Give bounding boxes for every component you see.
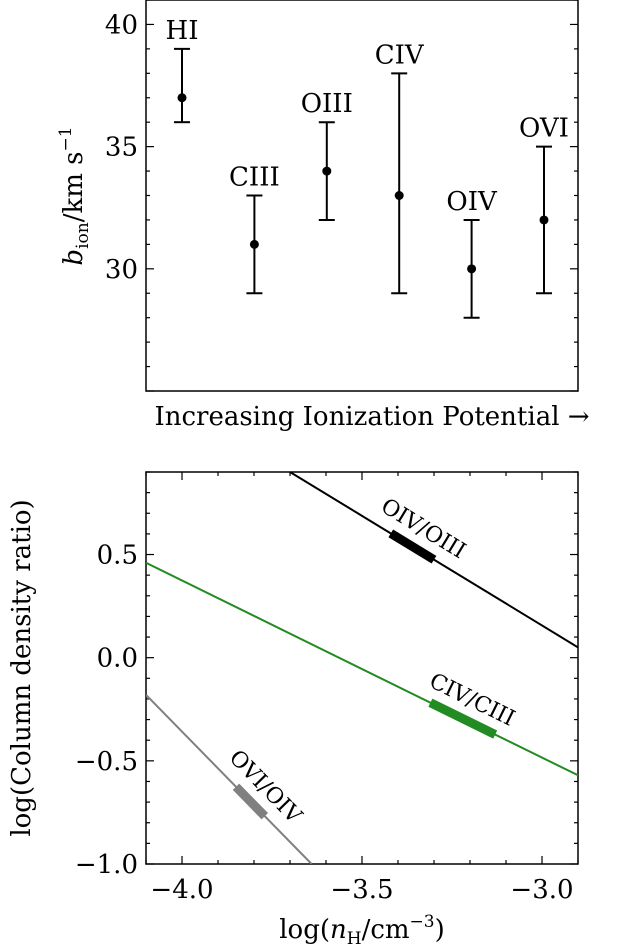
data-point-OIII [322, 166, 332, 176]
top-tick-marks [146, 0, 578, 392]
ion-label-HI: HI [166, 16, 199, 46]
series-line-ovi-oiv [146, 694, 313, 864]
bottom-tick-marks [145, 471, 579, 865]
data-point-OIV [467, 264, 477, 274]
bottom-y-tick-labels: −1.0 −0.5 0.0 0.5 [75, 541, 138, 880]
top-y-axis-label: bion/km s−1 [56, 126, 93, 265]
ion-label-CIII: CIII [229, 163, 280, 193]
bottom-x-tick-labels: −4.0 −3.5 −3.0 [150, 875, 573, 905]
bottom-x-tick-label: −4.0 [150, 875, 213, 905]
top-x-axis-label: Increasing Ionization Potential → [154, 402, 589, 432]
ion-label-OIII: OIII [301, 89, 353, 119]
bottom-x-tick-label: −3.5 [330, 875, 393, 905]
top-y-tick-label: 40 [105, 10, 138, 40]
bottom-y-tick-label: −0.5 [75, 747, 138, 777]
bottom-y-tick-label: 0.5 [97, 541, 138, 571]
series-line-civ-ciii [146, 561, 578, 777]
bottom-panel: −1.0 −0.5 0.0 0.5 −4.0 −3.5 −3.0 OIV/OIIICIV/… [7, 471, 579, 949]
ion-label-CIV: CIV [375, 40, 425, 70]
bottom-y-tick-label: −1.0 [75, 850, 138, 880]
top-error-bars: HI CIII OIII CIV OIV OVI [166, 16, 569, 319]
top-panel: 30 35 40 HI CIII OIII CIV OIV OVI Increasing Io… [56, 0, 590, 432]
top-y-tick-labels: 30 35 40 [105, 10, 138, 284]
ion-label-OVI: OVI [519, 114, 569, 144]
bottom-x-axis-label: log(nH/cm−3) [279, 912, 445, 949]
bottom-series-lines [146, 472, 578, 864]
data-point-CIII [249, 239, 259, 249]
data-point-CIV [394, 191, 404, 200]
top-plot-frame [145, 0, 579, 392]
bottom-x-tick-label: −3.0 [510, 875, 573, 905]
series-highlight-oiv-oiii [388, 529, 437, 564]
bottom-y-tick-label: 0.0 [97, 644, 138, 674]
bottom-y-axis-label: log(Column density ratio) [7, 499, 37, 836]
ion-label-OIV: OIV [446, 187, 498, 217]
top-y-tick-label: 30 [105, 255, 138, 285]
series-highlight-ovi-oiv [232, 783, 269, 820]
top-y-tick-label: 35 [105, 133, 138, 163]
data-point-OVI [539, 215, 549, 225]
data-point-HI [177, 93, 187, 103]
series-highlight-civ-ciii [428, 698, 498, 739]
